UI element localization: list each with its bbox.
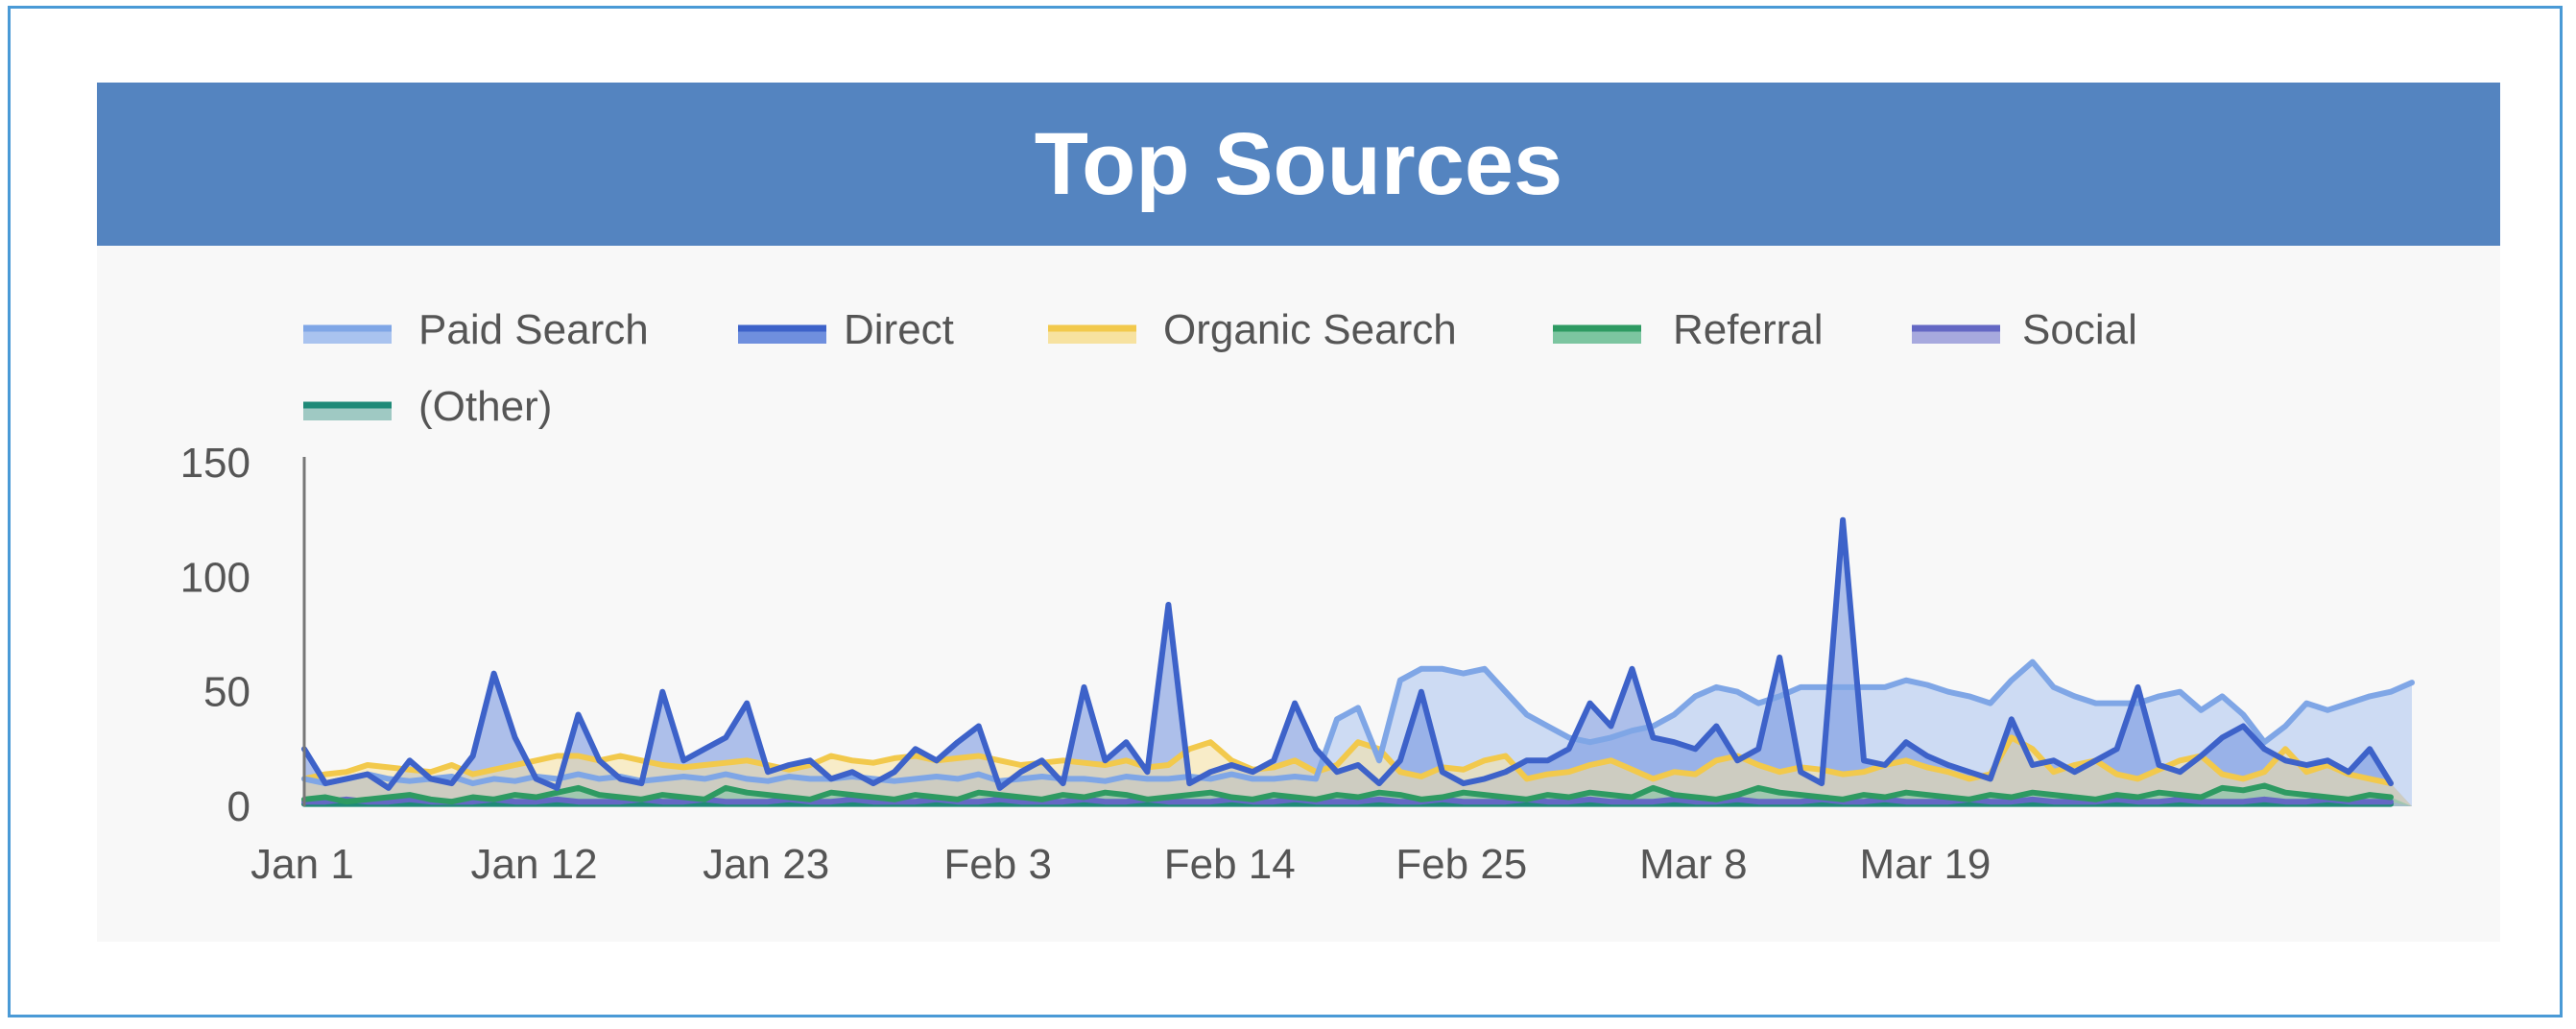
x-tick-label: Jan 23 — [703, 841, 829, 888]
legend: Paid Search Direct Organic Search Referral S… — [303, 306, 2137, 430]
top-sources-chart: Paid Search Direct Organic Search Referral S… — [180, 306, 2415, 888]
outer-frame — [8, 6, 2563, 1017]
x-tick-label: Mar 19 — [1859, 841, 1991, 888]
legend-swatch — [1912, 328, 2000, 344]
line-social — [301, 796, 2394, 805]
series-lines — [301, 516, 2415, 807]
legend-item-organic-search: Organic Search — [1048, 306, 1457, 353]
line-paid-search — [301, 658, 2415, 787]
x-tick-label: Jan 1 — [250, 841, 354, 888]
x-tick-label: Feb 14 — [1164, 841, 1296, 888]
x-tick-label: Jan 12 — [471, 841, 598, 888]
legend-swatch — [1048, 328, 1136, 344]
legend-label: Organic Search — [1163, 306, 1457, 353]
legend-label: Social — [2022, 306, 2137, 353]
legend-label: Referral — [1673, 306, 1824, 353]
legend-label: (Other) — [418, 383, 552, 430]
x-tick-label: Mar 8 — [1639, 841, 1747, 888]
legend-item-other: (Other) — [303, 383, 552, 430]
legend-swatch — [303, 405, 392, 420]
y-tick-label: 50 — [203, 669, 250, 716]
legend-item-social: Social — [1912, 306, 2137, 353]
line-direct — [301, 516, 2394, 791]
legend-swatch — [738, 328, 826, 344]
legend-swatch — [303, 328, 392, 344]
x-tick-label: Feb 25 — [1395, 841, 1527, 888]
chart-card: Top Sources Paid Search Direct Organic Sea… — [97, 83, 2500, 942]
legend-swatch — [1553, 328, 1641, 344]
x-tick-label: Feb 3 — [943, 841, 1052, 888]
legend-label: Direct — [844, 306, 954, 353]
legend-item-referral: Referral — [1553, 306, 1824, 353]
legend-item-paid-search: Paid Search — [303, 306, 649, 353]
y-tick-label: 0 — [227, 783, 250, 830]
axes: 0 50 100 150 Jan 1 Jan 12 Jan 23 Feb 3 Feb 14 Feb… — [180, 440, 1992, 888]
y-tick-label: 150 — [180, 440, 250, 487]
line-referral — [301, 782, 2394, 805]
y-tick-label: 100 — [180, 554, 250, 601]
legend-item-direct: Direct — [738, 306, 954, 353]
legend-label: Paid Search — [418, 306, 649, 353]
area-organic-search — [304, 737, 2412, 806]
chart-title: Top Sources — [1034, 114, 1563, 213]
chart-header: Top Sources — [97, 83, 2500, 246]
